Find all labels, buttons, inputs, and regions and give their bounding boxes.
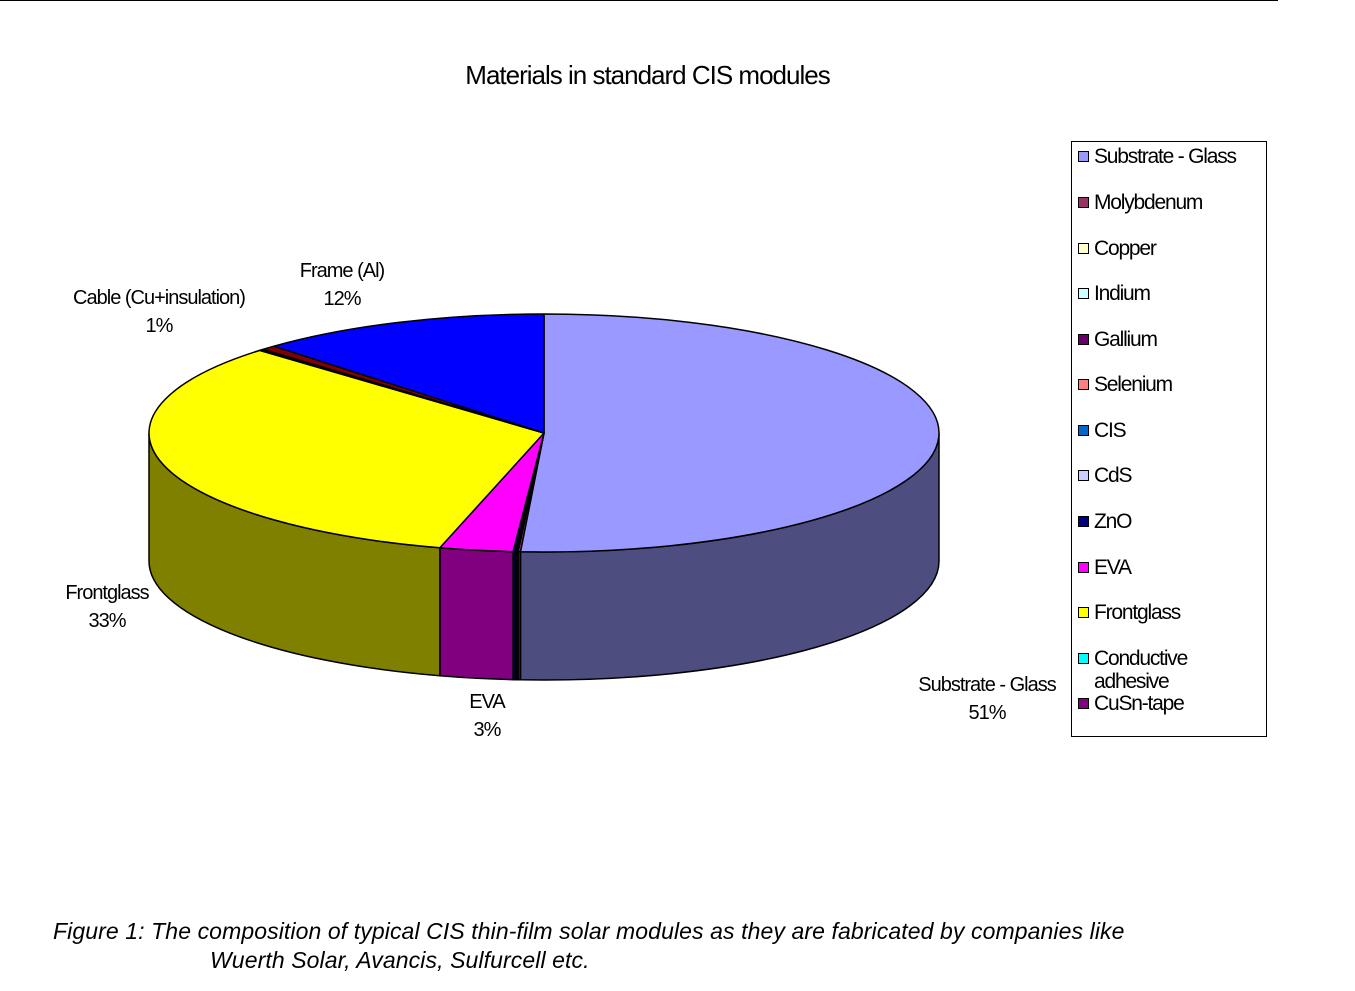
pie-slice-frame-al [273,313,545,434]
data-label-name: Cable (Cu+insulation) [73,287,246,309]
legend-swatch [1078,243,1089,254]
data-label-eva: EVA 3% [469,688,506,744]
legend-item-molybdenum: Molybdenum [1076,191,1262,215]
data-label-percent: 3% [473,719,502,741]
legend-item-copper: Copper [1076,237,1262,261]
chart-legend: Substrate - Glass Molybdenum Copper Indium G… [1071,141,1267,737]
legend-label: ZnO [1094,510,1132,533]
pie-side-eva [439,546,514,681]
legend-item-eva: EVA [1076,556,1262,580]
legend-item-cis: CIS [1076,419,1262,443]
caption-line-1: Figure 1: The composition of typical CIS… [53,918,1125,944]
data-label-percent: 33% [88,610,126,632]
data-label-percent: 12% [323,288,361,310]
data-label-percent: 1% [145,315,174,337]
data-label-cable-cu-insulation: Cable (Cu+insulation) 1% [73,284,246,340]
legend-swatch [1078,516,1089,527]
data-label-name: Frame (Al) [299,260,385,282]
legend-label: CIS [1094,419,1127,442]
legend-item-cusn-tape: CuSn-tape [1076,692,1262,716]
legend-swatch [1078,334,1089,345]
data-label-name: Frontglass [65,582,149,604]
data-label-frame-al: Frame (Al) 12% [299,257,385,313]
legend-item-selenium: Selenium [1076,373,1262,397]
pie-top-faces [148,313,940,553]
legend-swatch [1078,379,1089,390]
legend-label: Selenium [1094,373,1173,396]
legend-swatch [1078,197,1089,208]
legend-label: Substrate - Glass [1094,145,1237,168]
legend-item-gallium: Gallium [1076,328,1262,352]
chart-title: Materials in standard CIS modules [465,60,830,90]
legend-swatch [1078,470,1089,481]
legend-label: CdS [1094,464,1132,487]
legend-swatch [1078,288,1089,299]
legend-item-substrate-glass: Substrate - Glass [1076,145,1262,169]
legend-item-zno: ZnO [1076,510,1262,534]
data-label-percent: 51% [968,702,1006,724]
legend-swatch [1078,607,1089,618]
legend-label: Frontglass [1094,601,1181,624]
figure-caption: Figure 1: The composition of typical CIS… [53,917,1125,975]
top-rule [0,0,1278,1]
legend-swatch [1078,425,1089,436]
data-label-substrate-glass: Substrate - Glass 51% [918,671,1057,727]
pie-slice-frontglass [148,349,545,549]
legend-swatch [1078,151,1089,162]
data-label-frontglass: Frontglass 33% [65,579,149,635]
data-label-name: Substrate - Glass [918,674,1057,696]
legend-label: Molybdenum [1094,191,1203,214]
legend-label: Indium [1094,282,1151,305]
legend-item-indium: Indium [1076,282,1262,306]
pie-slice-substrate-glass [519,313,940,553]
legend-label: CuSn-tape [1094,692,1185,715]
caption-line-2: Wuerth Solar, Avancis, Sulfurcell etc. [210,947,590,973]
legend-swatch [1078,653,1089,664]
legend-label: Copper [1094,237,1157,260]
legend-swatch [1078,562,1089,573]
legend-swatch [1078,698,1089,709]
data-label-name: EVA [469,691,506,713]
legend-label: Conductive adhesive [1094,647,1188,693]
legend-label: EVA [1094,556,1132,579]
legend-item-conductive-adhesive: Conductive adhesive [1076,647,1262,693]
legend-item-cds: CdS [1076,464,1262,488]
legend-item-frontglass: Frontglass [1076,601,1262,625]
legend-label: Gallium [1094,328,1158,351]
